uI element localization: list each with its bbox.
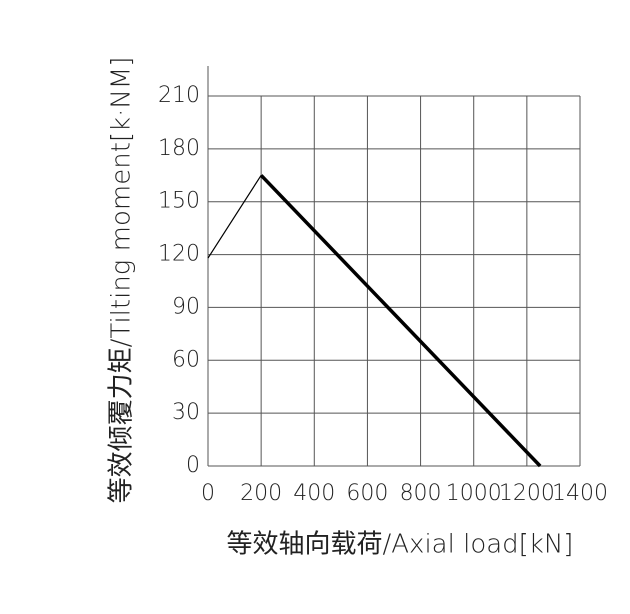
y-tick-label: 180	[158, 136, 200, 161]
y-tick-label: 30	[172, 400, 200, 425]
y-tick-label: 60	[172, 347, 200, 372]
x-tick-label: 600	[346, 481, 388, 506]
y-tick-label: 90	[172, 294, 200, 319]
y-tick-label: 150	[158, 189, 200, 214]
y-tick-label: 210	[158, 83, 200, 108]
x-tick-label: 1400	[552, 481, 608, 506]
data-line	[259, 174, 542, 468]
data-line	[207, 174, 262, 259]
x-tick-label: 1200	[499, 481, 555, 506]
x-tick-label: 1000	[446, 481, 502, 506]
x-tick-label: 400	[293, 481, 335, 506]
x-tick-label: 800	[400, 481, 442, 506]
x-tick-label: 200	[240, 481, 282, 506]
y-tick-label: 120	[158, 242, 200, 267]
y-axis-label: 等效倾覆力矩/Tilting moment[k·NM]	[107, 57, 137, 504]
x-axis-label: 等效轴向载荷/Axial load[kN]	[227, 530, 574, 560]
x-tick-label: 0	[201, 481, 215, 506]
y-tick-label: 0	[186, 453, 200, 478]
